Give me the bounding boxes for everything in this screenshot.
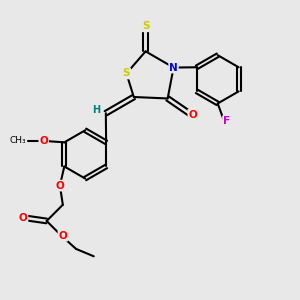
Text: O: O [58, 231, 67, 241]
Text: H: H [92, 105, 101, 115]
Text: O: O [19, 213, 28, 223]
Text: F: F [223, 116, 230, 126]
Text: O: O [188, 110, 197, 120]
Text: O: O [56, 181, 64, 190]
Text: N: N [169, 63, 178, 73]
Text: S: S [142, 21, 149, 31]
Text: O: O [39, 136, 48, 146]
Text: CH₃: CH₃ [10, 136, 27, 146]
Text: S: S [123, 68, 130, 78]
